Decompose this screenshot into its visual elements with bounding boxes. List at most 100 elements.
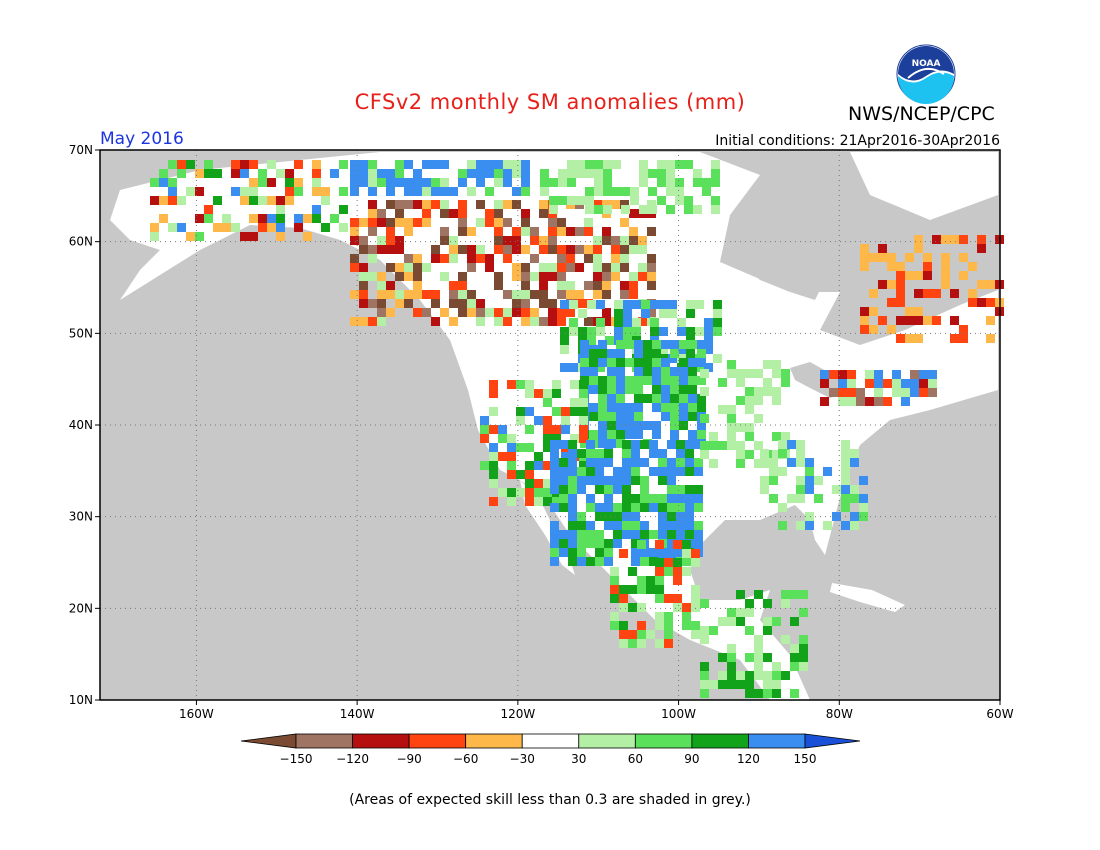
lat-tick-label: 50N bbox=[69, 326, 93, 340]
anomaly-cell bbox=[658, 458, 667, 467]
anomaly-cell bbox=[702, 178, 711, 187]
anomaly-cell bbox=[649, 494, 658, 503]
anomaly-cell bbox=[557, 272, 566, 281]
anomaly-cell bbox=[177, 196, 186, 205]
anomaly-cell bbox=[330, 214, 339, 223]
anomaly-cell bbox=[494, 169, 503, 178]
anomaly-cell bbox=[368, 227, 377, 236]
anomaly-cell bbox=[673, 540, 682, 549]
anomaly-cell bbox=[673, 558, 682, 567]
anomaly-cell bbox=[709, 680, 718, 689]
anomaly-cell bbox=[670, 412, 679, 421]
anomaly-cell bbox=[449, 299, 458, 308]
anomaly-cell bbox=[395, 263, 404, 272]
anomaly-cell bbox=[661, 340, 670, 349]
anomaly-cell bbox=[650, 318, 659, 327]
anomaly-cell bbox=[675, 160, 684, 169]
legend-label: 60 bbox=[628, 752, 643, 766]
anomaly-cell bbox=[413, 218, 422, 227]
anomaly-cell bbox=[631, 458, 640, 467]
anomaly-cell bbox=[700, 441, 709, 450]
anomaly-cell bbox=[896, 262, 905, 271]
anomaly-cell bbox=[559, 458, 568, 467]
anomaly-cell bbox=[676, 548, 685, 557]
anomaly-cell bbox=[589, 358, 598, 367]
anomaly-cell bbox=[276, 169, 285, 178]
anomaly-cell bbox=[622, 449, 631, 458]
anomaly-cell bbox=[667, 440, 676, 449]
anomaly-cell bbox=[796, 458, 805, 467]
anomaly-cell bbox=[598, 412, 607, 421]
anomaly-cell bbox=[684, 160, 693, 169]
anomaly-cell bbox=[303, 214, 312, 223]
anomaly-cell bbox=[476, 299, 485, 308]
anomaly-cell bbox=[655, 639, 664, 648]
anomaly-cell bbox=[570, 380, 579, 389]
anomaly-cell bbox=[431, 178, 440, 187]
anomaly-cell bbox=[754, 441, 763, 450]
anomaly-cell bbox=[778, 503, 787, 512]
anomaly-cell bbox=[711, 205, 720, 214]
anomaly-cell bbox=[700, 369, 709, 378]
anomaly-cell bbox=[503, 169, 512, 178]
anomaly-cell bbox=[928, 370, 937, 379]
anomaly-cell bbox=[905, 271, 914, 280]
anomaly-cell bbox=[790, 689, 799, 698]
anomaly-cell bbox=[512, 272, 521, 281]
anomaly-cell bbox=[586, 530, 595, 539]
anomaly-cell bbox=[640, 476, 649, 485]
anomaly-cell bbox=[552, 497, 561, 506]
anomaly-cell bbox=[566, 245, 575, 254]
anomaly-cell bbox=[177, 169, 186, 178]
anomaly-cell bbox=[905, 307, 914, 316]
anomaly-cell bbox=[640, 494, 649, 503]
anomaly-cell bbox=[950, 316, 959, 325]
anomaly-cell bbox=[568, 530, 577, 539]
anomaly-cell bbox=[150, 223, 159, 232]
anomaly-cell bbox=[841, 494, 850, 503]
anomaly-cell bbox=[368, 187, 377, 196]
anomaly-cell bbox=[312, 214, 321, 223]
anomaly-cell bbox=[552, 434, 561, 443]
anomaly-cell bbox=[688, 403, 697, 412]
anomaly-cell bbox=[422, 209, 431, 218]
anomaly-cell bbox=[658, 449, 667, 458]
anomaly-cell bbox=[596, 318, 605, 327]
anomaly-cell bbox=[249, 232, 258, 241]
anomaly-cell bbox=[664, 558, 673, 567]
anomaly-cell bbox=[240, 196, 249, 205]
anomaly-cell bbox=[476, 160, 485, 169]
anomaly-cell bbox=[258, 178, 267, 187]
anomaly-cell bbox=[977, 280, 986, 289]
anomaly-cell bbox=[650, 300, 659, 309]
anomaly-cell bbox=[580, 439, 589, 448]
anomaly-cell bbox=[941, 253, 950, 262]
anomaly-cell bbox=[869, 325, 878, 334]
anomaly-cell bbox=[577, 467, 586, 476]
anomaly-cell bbox=[586, 557, 595, 566]
anomaly-cell bbox=[386, 245, 395, 254]
anomaly-cell bbox=[754, 396, 763, 405]
anomaly-cell bbox=[736, 450, 745, 459]
anomaly-cell bbox=[607, 376, 616, 385]
anomaly-cell bbox=[422, 218, 431, 227]
anomaly-cell bbox=[700, 450, 709, 459]
forecast-period: May 2016 bbox=[100, 129, 184, 149]
anomaly-cell bbox=[559, 539, 568, 548]
anomaly-cell bbox=[559, 530, 568, 539]
anomaly-cell bbox=[673, 594, 682, 603]
anomaly-cell bbox=[631, 449, 640, 458]
anomaly-cell bbox=[557, 218, 566, 227]
anomaly-cell bbox=[525, 407, 534, 416]
anomaly-cell bbox=[619, 603, 628, 612]
anomaly-cell bbox=[694, 539, 703, 548]
anomaly-cell bbox=[476, 178, 485, 187]
anomaly-cell bbox=[579, 461, 588, 470]
anomaly-cell bbox=[607, 394, 616, 403]
map-panel: 70N 60N 50N 40N 30N 20N 10N 160W 140W 120W 100W 80… bbox=[69, 143, 1014, 721]
anomaly-cell bbox=[910, 379, 919, 388]
anomaly-cell bbox=[667, 485, 676, 494]
anomaly-cell bbox=[874, 379, 883, 388]
anomaly-cell bbox=[359, 317, 368, 326]
anomaly-cell bbox=[628, 585, 637, 594]
